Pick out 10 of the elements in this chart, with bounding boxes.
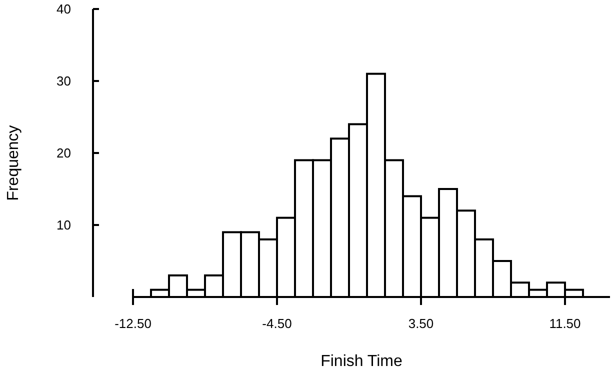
x-tick-label: -4.50 xyxy=(262,316,292,331)
x-tick-label: 3.50 xyxy=(408,316,434,331)
x-axis-title: Finish Time xyxy=(320,353,402,370)
y-tick-label: 40 xyxy=(56,2,71,17)
y-tick-label: 20 xyxy=(56,146,71,161)
x-tick-label: -12.50 xyxy=(114,316,152,331)
y-tick-label: 30 xyxy=(56,74,71,89)
x-tick-label: 11.50 xyxy=(549,316,581,331)
y-axis-title: Frequency xyxy=(5,125,22,201)
y-tick-label: 10 xyxy=(56,218,71,233)
